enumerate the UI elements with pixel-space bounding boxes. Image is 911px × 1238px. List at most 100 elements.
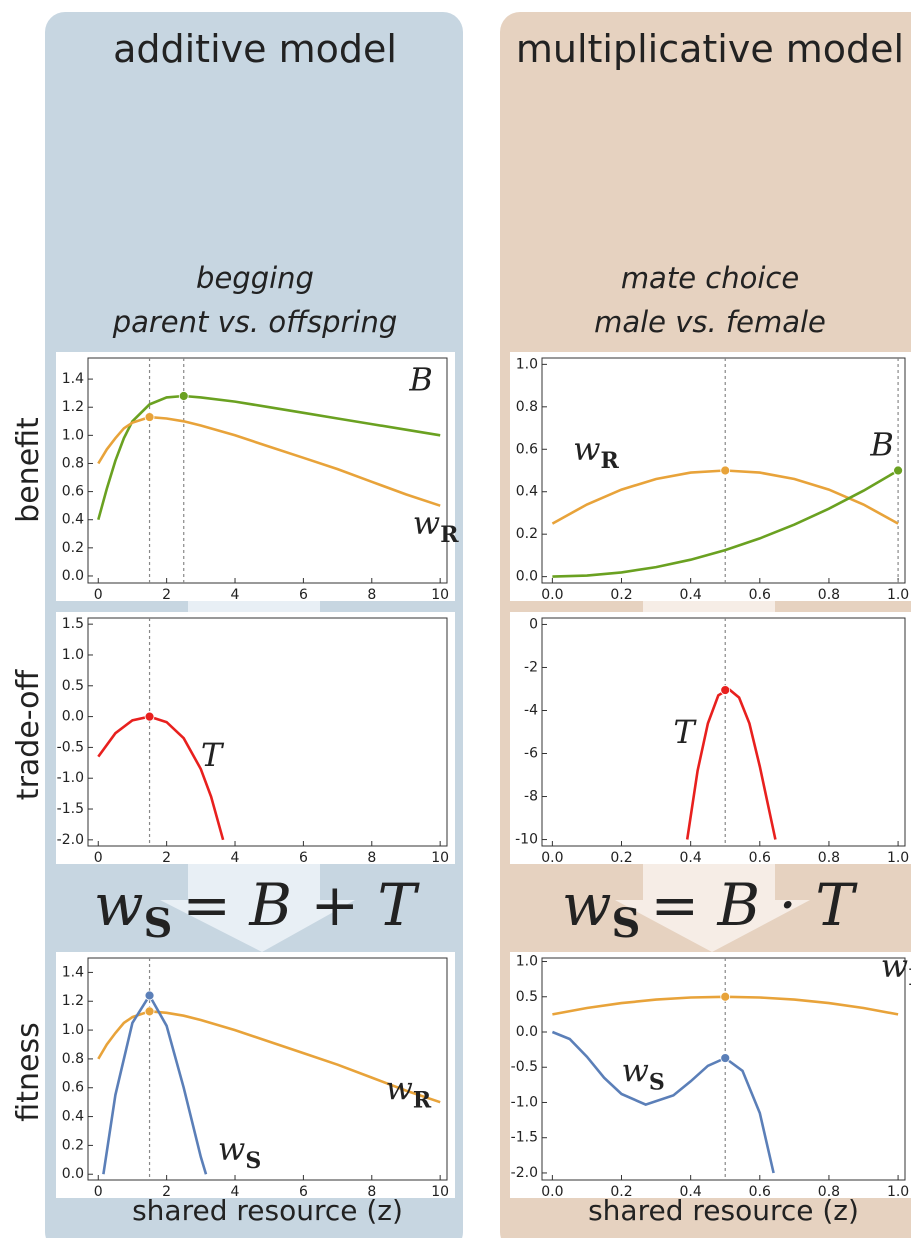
plot-background	[510, 612, 911, 864]
y-tick-label: 0.6	[62, 484, 84, 500]
equation-rhs: = B + T	[182, 871, 420, 939]
y-tick-label: 0.4	[516, 484, 538, 500]
equation-subscript: S	[612, 900, 641, 947]
x-tick-label: 0	[94, 587, 103, 603]
y-tick-label: 0.0	[62, 568, 84, 584]
y-tick-label: -2	[524, 659, 538, 675]
x-tick-label: 10	[431, 587, 449, 603]
x-tick-label: 4	[231, 1184, 240, 1200]
series-name: w	[385, 1069, 412, 1107]
y-tick-label: 1.0	[62, 647, 84, 663]
column-subtitle: begging	[196, 261, 314, 295]
y-tick-label: 0.6	[62, 1080, 84, 1096]
column-subtitle: male vs. female	[594, 305, 826, 339]
x-tick-label: 0.8	[818, 587, 840, 603]
series-subscript: S	[245, 1148, 261, 1174]
y-tick-label: -2.0	[511, 1165, 538, 1181]
series-label: B	[869, 426, 894, 464]
series-label: wR	[573, 430, 619, 474]
arrow	[160, 846, 355, 952]
plot-frame	[87, 357, 448, 584]
x-tick-label: 0.0	[541, 850, 563, 866]
x-tick-label: 0.6	[749, 587, 771, 603]
x-tick-label: 0.4	[680, 587, 702, 603]
series-name: T	[201, 736, 225, 774]
series-line	[97, 415, 441, 507]
y-tick-label: -1.0	[511, 1094, 538, 1110]
y-tick-label: 0.4	[62, 1109, 84, 1125]
y-tick-label: 1.5	[62, 616, 84, 632]
series-line	[97, 1009, 441, 1104]
series-line	[97, 394, 441, 521]
row-label: benefit	[11, 417, 46, 523]
y-tick-label: 0.8	[62, 1051, 84, 1067]
series-line	[97, 715, 225, 841]
equation-lhs: w	[94, 871, 144, 939]
y-tick-label: 0.8	[516, 399, 538, 415]
y-tick-label: 0.8	[62, 455, 84, 471]
x-tick-label: 4	[231, 587, 240, 603]
x-tick-label: 0.4	[680, 1184, 702, 1200]
series-subscript: R	[413, 1087, 432, 1113]
y-tick-label: 1.4	[62, 371, 84, 387]
optimum-point	[720, 685, 731, 695]
y-tick-label: 0.0	[516, 1024, 538, 1040]
plot-background	[56, 612, 455, 864]
y-tick-label: 0.0	[62, 1166, 84, 1182]
optimum-point	[144, 711, 155, 722]
optimum-point	[178, 391, 189, 401]
plot-background	[510, 352, 911, 601]
y-tick-label: 0	[529, 616, 538, 632]
y-tick-label: 0.0	[62, 709, 84, 725]
column-subtitle: parent vs. offspring	[112, 305, 398, 339]
plot-frame	[87, 957, 448, 1181]
x-tick-label: 8	[367, 1184, 376, 1200]
x-tick-label: 0.4	[680, 850, 702, 866]
plot-background	[56, 952, 455, 1198]
arrow	[615, 846, 810, 952]
optimum-point	[720, 465, 731, 476]
optimum-point	[144, 1006, 155, 1017]
x-tick-label: 6	[299, 1184, 308, 1200]
y-tick-label: 0.2	[62, 1137, 84, 1153]
series-name: w	[413, 504, 440, 542]
series-name: T	[673, 713, 697, 751]
y-tick-label: -8	[524, 789, 538, 805]
row-label: trade-off	[11, 668, 46, 800]
series-subscript: R	[908, 965, 911, 991]
series-name: w	[218, 1130, 245, 1168]
x-tick-label: 10	[431, 850, 449, 866]
y-tick-label: 0.5	[516, 989, 538, 1005]
y-tick-label: -1.5	[511, 1130, 538, 1146]
optimum-point	[720, 1053, 731, 1063]
y-tick-label: -1.0	[57, 770, 84, 786]
plot-frame	[541, 357, 906, 584]
x-tick-label: 1.0	[887, 1184, 909, 1200]
y-tick-label: 0.0	[516, 569, 538, 585]
y-tick-label: 1.2	[62, 993, 84, 1009]
series-name: w	[622, 1051, 649, 1089]
series-name: w	[573, 430, 600, 468]
series-line	[102, 992, 208, 1175]
x-tick-label: 0.0	[541, 1184, 563, 1200]
optimum-point	[144, 990, 155, 1001]
x-tick-label: 0	[94, 850, 103, 866]
plot-background	[510, 952, 911, 1198]
x-tick-label: 2	[162, 850, 171, 866]
series-label: T	[673, 713, 697, 751]
x-tick-label: 0.2	[610, 587, 632, 603]
series-name: B	[408, 360, 433, 398]
series-name: B	[869, 426, 894, 464]
equation-rhs: = B · T	[650, 871, 858, 939]
x-axis-label: shared resource (z)	[588, 1194, 859, 1227]
y-tick-label: -6	[524, 746, 538, 762]
x-tick-label: 8	[367, 850, 376, 866]
column-title: multiplicative model	[516, 27, 904, 71]
row-label: fitness	[11, 1022, 46, 1121]
x-axis-label: shared resource (z)	[132, 1194, 403, 1227]
equation: wS = B + T	[94, 871, 421, 947]
series-label: wS	[622, 1051, 665, 1095]
equation-subscript: S	[143, 900, 172, 947]
x-tick-label: 0.6	[749, 850, 771, 866]
